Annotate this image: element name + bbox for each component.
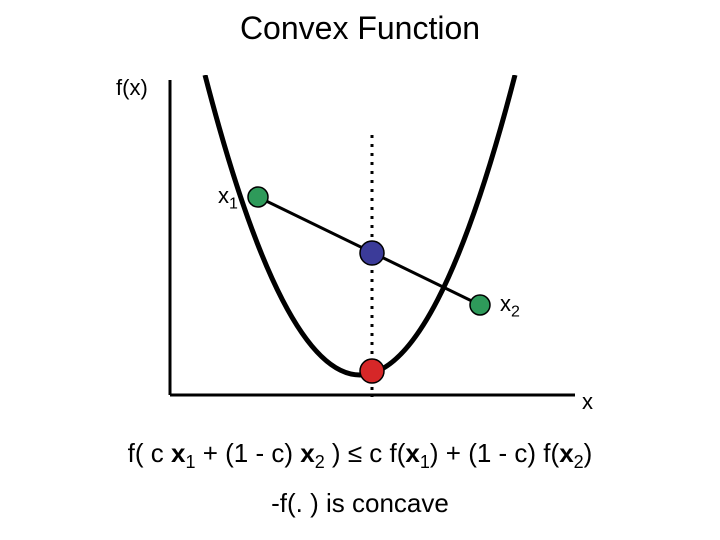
y-axis-label: f(x) bbox=[116, 75, 148, 101]
chart-svg bbox=[110, 75, 600, 415]
inequality-text: f( c x1 + (1 - c) x2 ) ≤ c f(x1) + (1 - … bbox=[128, 438, 593, 473]
concave-note: -f(. ) is concave bbox=[271, 488, 449, 519]
x-axis-label: x bbox=[582, 389, 593, 415]
chart-container: f(x) x1 x2 x bbox=[110, 75, 590, 415]
x1-point-label: x1 bbox=[218, 183, 238, 213]
page-title: Convex Function bbox=[240, 10, 480, 47]
x2-point-label: x2 bbox=[500, 291, 520, 321]
